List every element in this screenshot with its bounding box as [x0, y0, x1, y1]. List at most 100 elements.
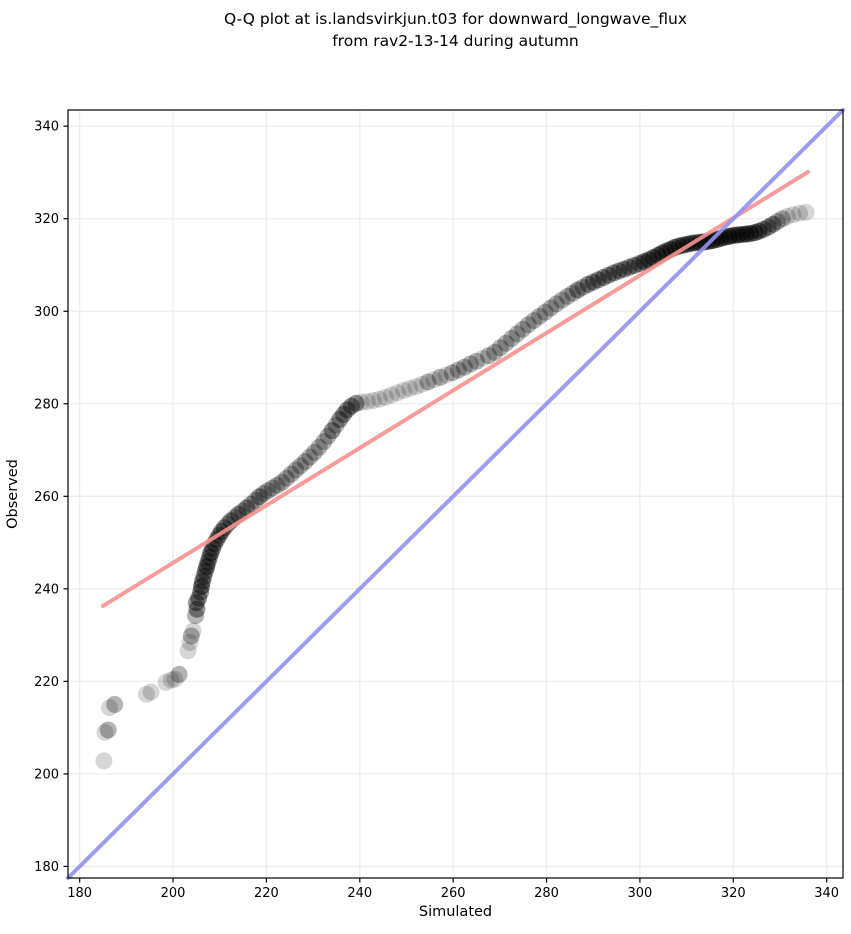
- scatter-point: [531, 307, 548, 325]
- identity-line: [66, 108, 845, 880]
- y-tick-label: 200: [34, 767, 59, 782]
- scatter-point: [569, 281, 587, 299]
- scatter-point: [407, 378, 425, 396]
- y-tick-label: 260: [34, 490, 59, 505]
- scatter-point: [250, 488, 268, 506]
- scatter-point: [246, 492, 264, 509]
- scatter-point: [497, 334, 515, 352]
- x-tick-label: 180: [67, 886, 92, 901]
- scatter-point: [95, 752, 113, 770]
- scatter-point: [584, 273, 602, 291]
- x-tick-label: 300: [627, 886, 652, 901]
- scatter-point: [315, 433, 333, 451]
- scatter-point: [413, 375, 431, 393]
- scatter-point: [579, 275, 597, 293]
- scatter-point: [769, 213, 787, 230]
- scatter-point: [242, 495, 260, 513]
- scatter-point: [536, 303, 554, 321]
- scatter-point: [377, 388, 394, 406]
- scatter-point: [96, 723, 114, 741]
- scatter-point: [401, 380, 419, 397]
- scatter-point: [784, 206, 802, 224]
- axes-layer: 180 200 220 240 260 280 300 320 340 180 200 220 240 2…: [34, 109, 844, 901]
- scatter-point: [508, 325, 526, 343]
- scatter-point: [791, 204, 809, 222]
- scatter-point: [323, 422, 341, 440]
- scatter-point: [605, 264, 623, 282]
- scatter-point: [264, 479, 281, 497]
- x-tick-label: 240: [347, 886, 372, 901]
- scatter-point: [514, 320, 532, 338]
- scatter-point: [610, 262, 628, 280]
- scatter-point: [755, 220, 773, 238]
- x-tick-label: 220: [254, 886, 279, 901]
- scatter-point: [187, 607, 204, 625]
- scatter-point: [443, 364, 461, 382]
- x-axis-label: Simulated: [419, 904, 492, 920]
- scatter-point: [331, 411, 349, 428]
- scatter-point: [419, 373, 437, 391]
- scatter-point: [319, 427, 337, 445]
- scatter-point: [764, 215, 782, 233]
- scatter-point: [187, 594, 205, 612]
- scatter-point: [273, 473, 291, 491]
- scatter-point: [268, 476, 286, 494]
- axes-spines: [67, 109, 844, 879]
- scatter-point: [364, 392, 382, 409]
- scatter-point: [574, 278, 592, 296]
- scatter-point: [370, 390, 388, 408]
- scatter-point: [137, 685, 155, 703]
- scatter-point: [193, 578, 210, 595]
- scatter-point: [620, 258, 638, 276]
- scatter-point: [179, 642, 197, 660]
- x-tick-label: 260: [441, 886, 466, 901]
- scatter-point: [759, 218, 777, 236]
- scatter-point: [352, 393, 370, 411]
- scatter-point: [188, 600, 206, 618]
- scatter-point: [292, 457, 309, 475]
- scatter-point: [425, 371, 443, 389]
- scatter-point: [338, 401, 356, 419]
- scatter-point: [773, 210, 791, 228]
- scatter-point: [589, 271, 607, 289]
- scatter-point: [431, 368, 449, 386]
- scatter-point: [296, 453, 314, 471]
- y-tick-label: 220: [34, 675, 59, 690]
- scatter-point: [194, 572, 211, 590]
- scatter-point: [278, 469, 295, 487]
- x-tick-label: 320: [721, 886, 746, 901]
- scatter-point: [184, 622, 202, 640]
- scatter-point: [449, 361, 467, 379]
- y-tick-label: 320: [34, 212, 59, 227]
- scatter-point: [455, 358, 473, 376]
- scatter-point: [342, 397, 360, 415]
- scatter-point: [600, 266, 618, 284]
- scatter-point: [519, 316, 537, 334]
- x-tick-label: 200: [161, 886, 186, 901]
- scatter-point: [287, 461, 305, 479]
- scatter-point: [503, 330, 520, 347]
- y-tick-label: 240: [34, 582, 59, 597]
- x-tick-label: 280: [534, 886, 559, 901]
- scatter-layer: [95, 203, 815, 770]
- scatter-point: [162, 671, 180, 689]
- scatter-point: [282, 465, 300, 483]
- chart-title: Q-Q plot at is.landsvirkjun.t03 for down…: [68, 8, 843, 52]
- scatter-point: [181, 634, 199, 651]
- scatter-point: [166, 670, 184, 688]
- scatter-point: [306, 443, 323, 461]
- scatter-point: [461, 355, 479, 373]
- chart-title-line-2: from rav2-13-14 during autumn: [332, 32, 579, 50]
- y-tick-label: 280: [34, 397, 59, 412]
- scatter-point: [99, 721, 117, 739]
- scatter-point: [347, 394, 365, 412]
- scatter-point: [525, 312, 543, 329]
- scatter-point: [198, 558, 216, 576]
- scatter-point: [358, 393, 376, 410]
- regression-line: [101, 169, 810, 608]
- y-tick-label: 340: [34, 120, 59, 135]
- scatter-point: [547, 295, 565, 313]
- y-axis-label: Observed: [5, 459, 21, 529]
